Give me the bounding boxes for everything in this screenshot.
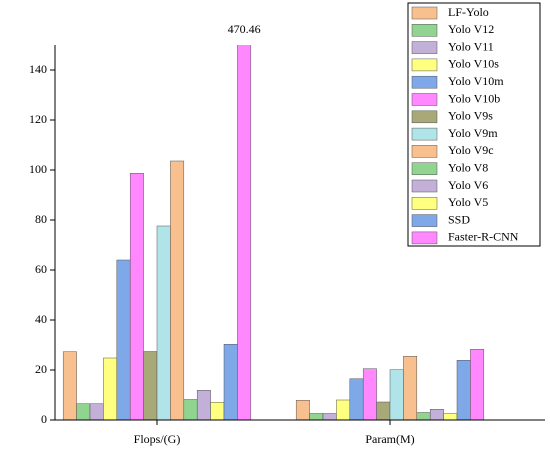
legend-swatch <box>411 75 438 89</box>
y-tick-label: 120 <box>29 112 47 126</box>
legend-swatch <box>411 127 438 141</box>
legend-label: Yolo V10m <box>448 74 504 88</box>
bar <box>76 403 91 420</box>
x-tick-label: Param(M) <box>365 432 414 446</box>
y-tick-label: 100 <box>29 162 47 176</box>
bar <box>362 368 377 420</box>
bar <box>62 351 77 420</box>
bar <box>416 412 431 420</box>
y-tick-label: 80 <box>35 212 47 226</box>
value-label: 470.46 <box>228 22 261 36</box>
y-tick-label: 20 <box>35 362 47 376</box>
x-tick-label: Flops/(G) <box>134 432 181 446</box>
legend-swatch <box>411 110 438 124</box>
legend-label: Yolo V9m <box>448 126 498 140</box>
legend-swatch <box>411 58 438 72</box>
legend-label: Yolo V6 <box>448 178 488 192</box>
legend-label: Faster-R-CNN <box>448 230 519 244</box>
y-tick-label: 140 <box>29 62 47 76</box>
bar <box>336 399 351 420</box>
bar <box>295 400 310 420</box>
legend-label: Yolo V10s <box>448 57 499 71</box>
y-tick-label: 0 <box>41 412 47 426</box>
legend-label: Yolo V9s <box>448 109 493 123</box>
bar <box>429 409 444 420</box>
legend-swatch <box>411 214 438 227</box>
legend-swatch <box>411 41 438 54</box>
legend-swatch <box>411 145 438 158</box>
legend-label: Yolo V9c <box>448 143 494 157</box>
bar <box>322 413 337 420</box>
bar <box>376 401 391 420</box>
legend-label: SSD <box>448 212 470 226</box>
legend-swatch <box>411 179 438 193</box>
bar <box>103 357 118 420</box>
legend-swatch <box>411 6 438 20</box>
bar <box>349 378 364 420</box>
bar <box>183 399 198 420</box>
legend-swatch <box>411 162 438 175</box>
bar <box>470 349 485 420</box>
bar <box>170 160 185 420</box>
legend-swatch <box>411 231 438 245</box>
bar <box>196 390 211 420</box>
bar <box>210 402 225 420</box>
legend-label: Yolo V12 <box>448 22 494 36</box>
bar <box>143 351 158 420</box>
legend-swatch <box>411 24 438 37</box>
bar <box>129 173 144 420</box>
legend-label: Yolo V11 <box>448 39 494 53</box>
bar <box>156 225 171 420</box>
bar <box>237 45 252 420</box>
legend-swatch <box>411 93 438 106</box>
bar <box>223 344 238 420</box>
legend-label: Yolo V8 <box>448 160 488 174</box>
y-tick-label: 40 <box>35 312 47 326</box>
legend-label: Yolo V5 <box>448 195 488 209</box>
bar <box>443 413 458 420</box>
bar <box>309 413 324 420</box>
y-tick-label: 60 <box>35 262 47 276</box>
bar <box>116 259 131 420</box>
legend-label: LF-Yolo <box>448 5 489 19</box>
legend-swatch <box>411 197 438 210</box>
bar <box>456 360 471 420</box>
bar <box>403 356 418 420</box>
bar <box>389 369 404 420</box>
legend-label: Yolo V10b <box>448 91 500 105</box>
bar <box>89 403 104 420</box>
bars <box>62 45 485 420</box>
